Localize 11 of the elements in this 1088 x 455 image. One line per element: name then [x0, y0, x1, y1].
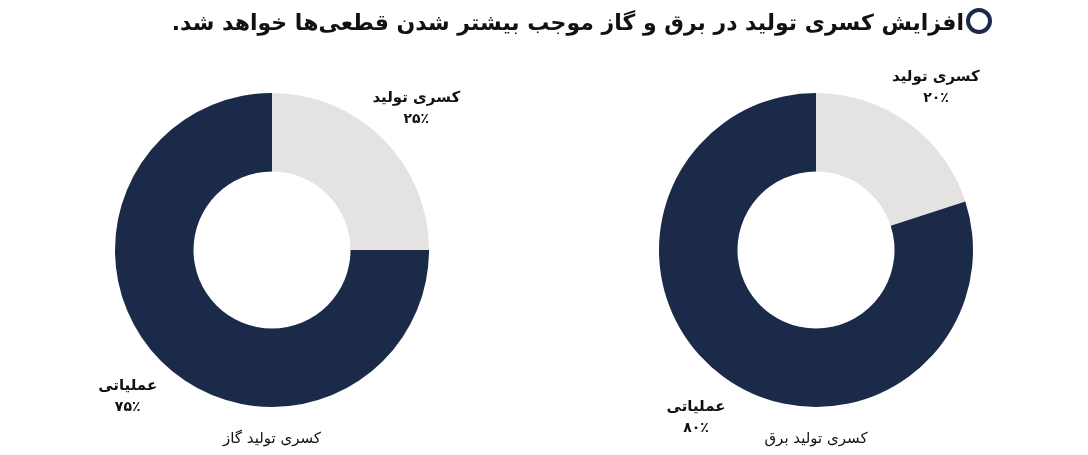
- text: افزایش کسری تولید در برق و گاز موجب بیشتر شدن قطعی‌ها خواهد شد.: [171, 9, 964, 36]
- slice-label: کسری تولید: [892, 66, 981, 85]
- text: کسری تولید برق: [764, 429, 869, 447]
- slice-label: عملیاتی: [98, 376, 158, 395]
- data-label: ۸۰٪: [683, 419, 709, 436]
- data-label: ۷۵٪: [114, 398, 141, 415]
- slice-label: عملیاتی: [666, 397, 726, 416]
- data-label: ۲۰٪: [923, 88, 949, 105]
- slice-label: کسری تولید: [372, 87, 461, 106]
- text: کسری تولید گاز: [222, 429, 322, 447]
- data-label: ۲۵٪: [403, 109, 430, 126]
